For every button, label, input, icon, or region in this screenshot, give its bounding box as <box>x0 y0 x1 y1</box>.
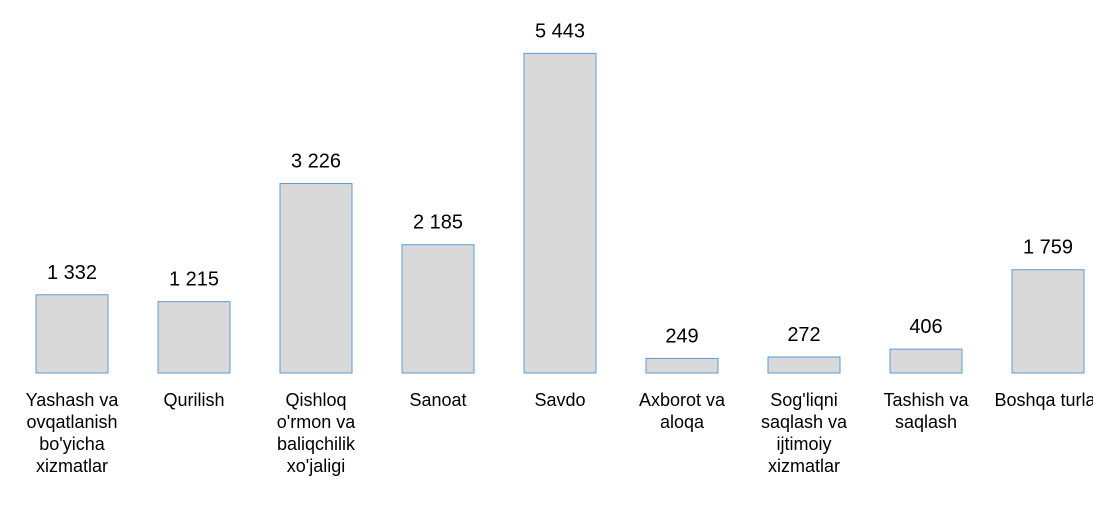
value-label: 2 185 <box>413 212 463 234</box>
bar <box>889 348 963 374</box>
x-tick-label: Savdo <box>534 390 586 410</box>
bar <box>157 301 231 374</box>
x-tick-label: Yashash va ovqatlanish bo'yicha xizmatla… <box>25 390 119 476</box>
value-label: 1 215 <box>169 269 219 291</box>
x-tick-label: Sog'liqni saqlash va ijtimoiy xizmatlar <box>760 390 848 476</box>
x-tick-label: Qurilish <box>163 390 225 410</box>
bar <box>401 244 475 374</box>
bar <box>767 356 841 374</box>
bar <box>35 294 109 374</box>
x-tick-label: Sanoat <box>409 390 467 410</box>
bar <box>1011 269 1085 374</box>
x-tick-label: Qishloq o'rmon va baliqchilik xo'jaligi <box>276 390 356 476</box>
x-tick-label: Tashish va saqlash <box>883 390 969 432</box>
value-label: 3 226 <box>291 151 341 173</box>
x-tick-label: Axborot va aloqa <box>638 390 726 432</box>
bar <box>279 183 353 374</box>
value-label: 272 <box>787 324 820 346</box>
bar <box>645 357 719 374</box>
value-label: 1 759 <box>1023 237 1073 259</box>
value-label: 249 <box>665 325 698 347</box>
value-label: 5 443 <box>535 20 585 42</box>
x-tick-label: Boshqa turlar <box>994 390 1093 410</box>
value-label: 1 332 <box>47 262 97 284</box>
value-label: 406 <box>909 316 942 338</box>
bar <box>523 52 597 374</box>
